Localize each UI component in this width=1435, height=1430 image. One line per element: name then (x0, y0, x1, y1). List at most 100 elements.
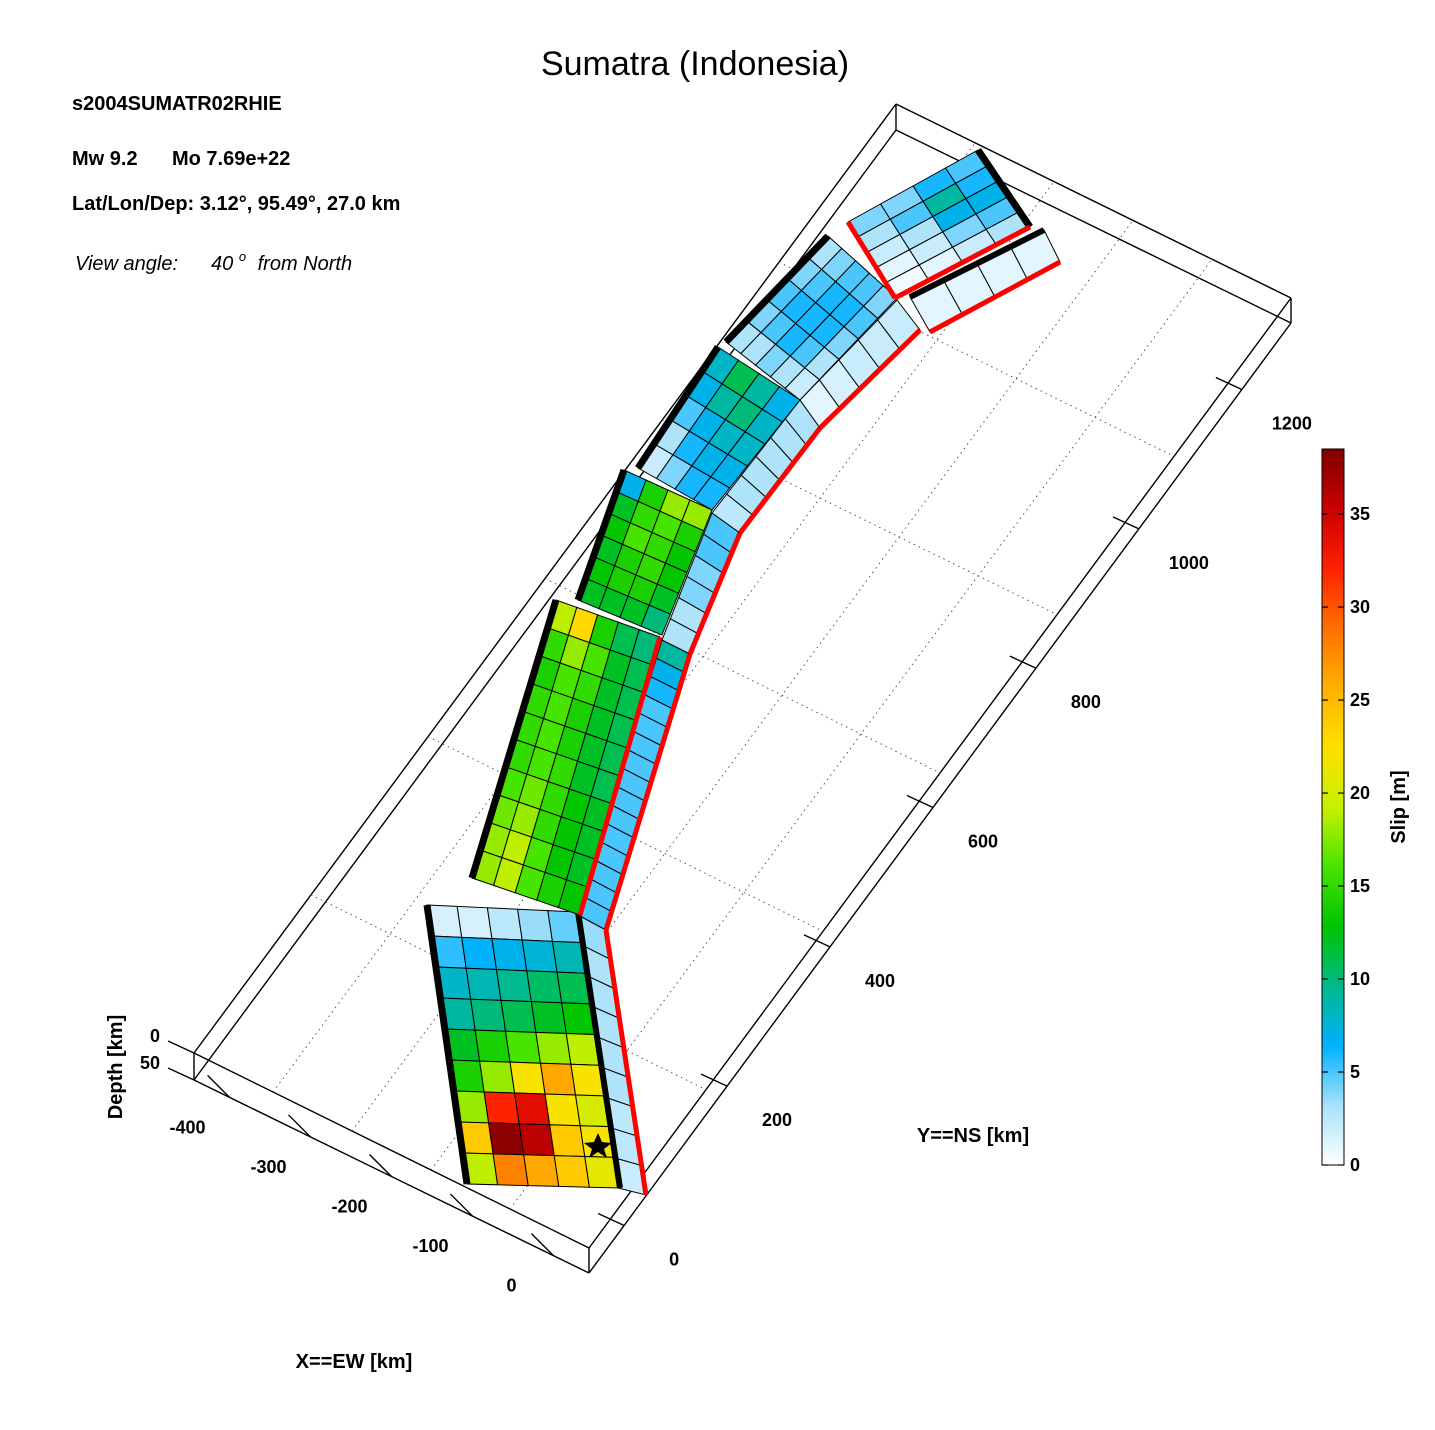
chart-title: Sumatra (Indonesia) (541, 45, 849, 83)
slip-cell (500, 999, 537, 1033)
fault-top-edge (928, 259, 1062, 335)
z-axis-tick-label: 50 (140, 1053, 160, 1073)
y-axis-label: Y==NS [km] (917, 1125, 1029, 1147)
shallow-fault-strips (577, 227, 1062, 1196)
y-axis-tick-label: 1000 (1169, 553, 1209, 573)
x-axis-tick-label: -100 (412, 1236, 448, 1256)
fault-top-edge (893, 224, 1032, 301)
fault-bottom-edge (635, 345, 721, 470)
axes-box (193, 103, 1292, 1274)
event-id: s2004SUMATR02RHIE (72, 93, 282, 115)
y-axis-tick-mark (1112, 516, 1140, 530)
y-axis-tick-mark (906, 794, 934, 809)
slip-cell (488, 1122, 525, 1156)
fault-segments (423, 148, 1033, 1189)
colorbar-tick-label: 10 (1350, 969, 1370, 989)
fault-bottom-edge (574, 468, 628, 602)
fault-top-edge (603, 653, 693, 931)
colorbar-ramp (1321, 448, 1345, 1166)
colorbar-tick-label: 20 (1350, 783, 1370, 803)
slip-cell (514, 1092, 551, 1126)
z-axis-tick-mark (167, 1040, 195, 1054)
slip-cell (470, 998, 507, 1032)
y-axis-tick-label: 800 (1071, 692, 1101, 712)
x-axis-tick-label: 0 (506, 1276, 516, 1296)
y-axis-tick-label: 600 (968, 832, 998, 852)
view-angle-degree: o (239, 249, 246, 264)
colorbar-tick-label: 35 (1350, 504, 1370, 524)
fault-bottom-edge (575, 911, 623, 1189)
slip-cell (461, 936, 498, 971)
view-angle-value: 40 (211, 253, 233, 275)
slip-cell (504, 1030, 542, 1064)
slip-cell (495, 969, 532, 1003)
slip-cell (492, 1153, 529, 1187)
z-axis-label: Depth [km] (105, 1015, 127, 1119)
y-axis-tick-mark (1215, 376, 1243, 391)
y-axis-tick-label: 200 (762, 1110, 792, 1130)
fault-bottom-edge (423, 904, 471, 1185)
colorbar-tick-label: 5 (1350, 1062, 1360, 1082)
slip-cell (521, 939, 558, 973)
view-angle-label: View angle: 40 o from North (75, 244, 352, 275)
magnitude-label: Mw 9.2 (72, 148, 138, 170)
fault-top-edge (818, 328, 922, 430)
slip-cell (509, 1061, 546, 1095)
slip-cell (549, 1124, 586, 1157)
colorbar-tick-label: 15 (1350, 876, 1370, 896)
x-axis-tick-mark (288, 1114, 312, 1138)
segment-S2a (468, 598, 663, 916)
segment-S4 (723, 233, 898, 401)
segment-S2b (574, 468, 713, 636)
y-axis-tick-label: 1200 (1272, 414, 1312, 434)
x-axis-tick-mark (449, 1193, 473, 1217)
slip-cell (535, 1031, 572, 1065)
fault-bottom-edge (908, 227, 1046, 300)
x-axis-tick-mark (530, 1233, 554, 1257)
slip-cell (486, 907, 523, 941)
slip-cell (483, 1091, 520, 1125)
fault-top-edge (577, 636, 663, 916)
segment-S1 (423, 904, 623, 1189)
fault-bottom-edge (468, 598, 560, 880)
strip-S3 (661, 512, 743, 655)
slip-cell (539, 1062, 577, 1096)
grid-lines (272, 142, 1213, 1210)
slip-cell (530, 1001, 567, 1035)
hypocenter-star-icon (584, 1133, 612, 1158)
strip-S4 (711, 399, 822, 535)
slip-cell (479, 1060, 516, 1094)
slip-cell (640, 604, 671, 636)
segment-S5 (845, 148, 1033, 300)
z-axis-tick-mark (167, 1067, 195, 1081)
slip-cell (456, 905, 493, 940)
y-axis-tick-mark (700, 1073, 728, 1087)
x-axis-label: X==EW [km] (296, 1351, 413, 1373)
location-label: Lat/Lon/Dep: 3.12°, 95.49°, 27.0 km (72, 193, 400, 215)
fault-top-edge (687, 532, 743, 655)
colorbar-tick-label: 25 (1350, 690, 1370, 710)
segment-S3 (635, 345, 801, 511)
y-axis-tick-label: 0 (669, 1250, 679, 1270)
fault-top-edge (738, 426, 822, 535)
slip-cell (523, 1154, 560, 1187)
slip-cell (526, 970, 563, 1004)
slip-cell (518, 1123, 555, 1157)
y-axis-tick-mark (1009, 655, 1037, 669)
y-axis-tick-label: 400 (865, 971, 895, 991)
z-axis-tick-label: 0 (150, 1026, 160, 1046)
strip-S1 (577, 914, 649, 1196)
slip-cell (474, 1029, 511, 1063)
x-axis-tick-label: -400 (170, 1117, 206, 1137)
slip-cell (465, 967, 502, 1001)
slip-cell (491, 938, 528, 972)
slip-cell (544, 1093, 581, 1127)
y-axis-tick-mark (803, 934, 831, 948)
colorbar-label: Slip [m] (1388, 770, 1410, 843)
x-axis-tick-label: -200 (331, 1197, 367, 1217)
slip-cell (553, 1155, 590, 1188)
fault-bottom-edge (975, 148, 1033, 229)
fault-top-edge (845, 220, 898, 300)
moment-label: Mo 7.69e+22 (172, 148, 290, 170)
